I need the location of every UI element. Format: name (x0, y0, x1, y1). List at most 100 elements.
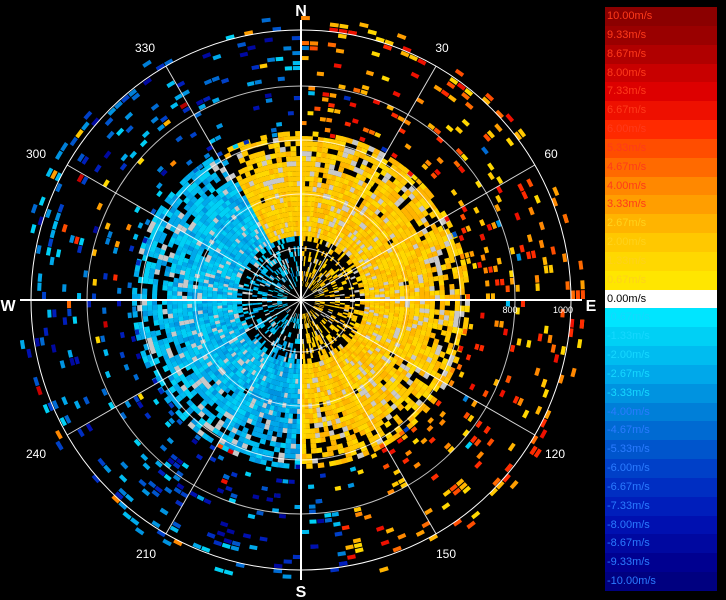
range-gate (206, 360, 213, 367)
range-gate (305, 328, 309, 334)
range-gate (342, 152, 350, 159)
range-gate (319, 117, 326, 122)
range-gate (345, 218, 352, 225)
range-gate (342, 365, 348, 372)
range-gate (304, 246, 307, 252)
range-gate (415, 265, 422, 272)
range-gate (316, 71, 325, 77)
range-gate (357, 249, 364, 255)
range-gate (345, 158, 353, 165)
range-gate (285, 341, 289, 348)
range-gate (329, 414, 336, 421)
range-gate (312, 315, 316, 320)
range-gate (275, 343, 280, 349)
range-gate (383, 232, 390, 240)
range-gate (292, 171, 298, 177)
range-gate (329, 305, 335, 308)
range-gate (261, 358, 267, 365)
range-gate (360, 147, 369, 155)
range-gate (329, 232, 334, 239)
range-gate (350, 372, 357, 379)
range-gate (310, 310, 314, 315)
range-gate (378, 311, 385, 315)
range-gate (288, 176, 294, 182)
range-gate (297, 338, 300, 344)
range-gate (360, 253, 367, 259)
range-gate (359, 334, 366, 340)
range-gate (271, 461, 279, 468)
range-gate (329, 302, 335, 304)
range-gate (148, 371, 157, 380)
range-gate (262, 352, 268, 359)
range-gate (294, 211, 299, 217)
range-gate (288, 332, 292, 338)
range-gate (306, 282, 309, 288)
range-gate (338, 286, 344, 290)
range-gate (317, 271, 322, 277)
range-gate (358, 269, 365, 275)
range-gate (327, 276, 333, 281)
range-gate (311, 331, 315, 338)
range-gate (353, 325, 359, 331)
range-gate (376, 361, 383, 368)
range-gate (313, 237, 317, 243)
range-gate (337, 362, 343, 369)
range-gate (385, 244, 392, 251)
range-gate (303, 368, 307, 374)
range-gate (310, 443, 317, 449)
range-gate (324, 163, 331, 169)
range-gate (307, 236, 311, 242)
range-gate (347, 315, 353, 319)
range-gate (379, 379, 387, 386)
range-gate (303, 313, 306, 319)
range-gate (208, 431, 217, 440)
range-gate (306, 271, 309, 277)
range-gate (287, 423, 293, 429)
range-gate (386, 346, 393, 353)
range-gate (376, 250, 383, 256)
range-gate (305, 171, 311, 177)
range-gate (261, 369, 267, 376)
range-gate (304, 323, 306, 329)
range-gate (339, 296, 345, 299)
range-gate (241, 398, 248, 406)
range-gate (320, 411, 326, 418)
range-gate (419, 287, 425, 293)
range-gate (332, 371, 338, 377)
range-gate (341, 281, 348, 286)
range-gate (233, 375, 240, 382)
range-gate (384, 431, 393, 440)
range-gate (301, 186, 306, 192)
range-gate (291, 418, 297, 424)
range-gate (216, 357, 223, 364)
range-gate (321, 268, 326, 274)
range-gate (355, 231, 361, 238)
range-gate (295, 323, 298, 329)
range-gate (341, 334, 347, 340)
range-gate (318, 131, 326, 138)
range-gate (340, 437, 347, 444)
range-gate (348, 355, 354, 361)
range-gate (307, 272, 311, 278)
range-gate (369, 304, 375, 308)
range-gate (334, 305, 340, 309)
range-gate (218, 352, 225, 359)
range-gate (302, 281, 304, 287)
range-gate (393, 185, 402, 194)
range-gate (449, 256, 456, 264)
range-gate (319, 355, 323, 361)
range-gate (320, 234, 325, 240)
range-gate (334, 297, 340, 299)
range-gate (350, 209, 357, 217)
range-gate (239, 338, 246, 344)
range-gate (231, 343, 238, 350)
range-gate (348, 285, 354, 289)
range-gate (233, 445, 242, 453)
range-gate (393, 363, 400, 371)
range-gate (288, 352, 292, 359)
radar-ppi-display[interactable]: N S E W 30 60 120 150 210 240 300 330 80… (0, 0, 600, 600)
range-gate (309, 236, 313, 242)
range-gate (320, 391, 325, 397)
range-gate (360, 445, 368, 453)
range-gate (307, 196, 313, 202)
